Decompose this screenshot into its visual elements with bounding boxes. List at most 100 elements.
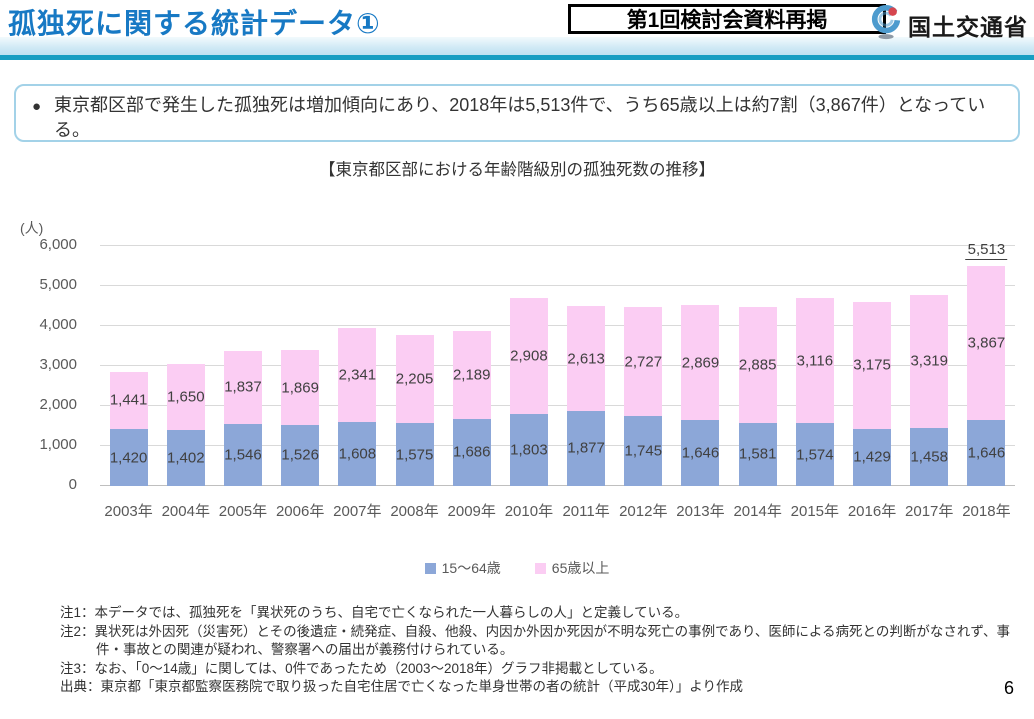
x-tick-label: 2016年 <box>847 503 897 520</box>
bars-container: 1,441 1,420 1,650 1,402 1,837 1,546 1,869 1,526… <box>100 241 1015 486</box>
x-tick-label: 2008年 <box>390 503 439 520</box>
bar-stack: 2,613 1,877 <box>567 306 606 486</box>
bar-value-label: 1,877 <box>567 439 605 457</box>
footnote-line: 件・事故との関連が疑われ、警察署への届出が義務付けられている。 <box>96 642 514 657</box>
x-tick-label: 2010年 <box>504 503 554 520</box>
bar-value-label: 1,574 <box>796 446 834 464</box>
bar-column-2004年: 1,650 1,402 <box>157 246 214 486</box>
bar-segment-65歳以上: 2,205 <box>395 334 434 423</box>
bar-segment-15～64歳: 1,646 <box>967 420 1006 486</box>
ministry-logo: 国土交通省 <box>870 3 1028 46</box>
bar-segment-15～64歳: 1,581 <box>738 422 777 486</box>
bar-segment-65歳以上: 2,869 <box>681 305 720 421</box>
bar-segment-15～64歳: 1,526 <box>281 424 320 486</box>
total-value-label: 5,513 <box>965 241 1008 261</box>
x-tick-label: 2017年 <box>905 503 954 520</box>
y-tick-label: 3,000 <box>39 356 77 373</box>
legend-label: 65歳以上 <box>551 560 610 576</box>
bar-value-label: 1,402 <box>167 449 205 467</box>
x-tick-label: 2012年 <box>619 503 668 520</box>
bar-value-label: 2,885 <box>738 356 777 374</box>
bar-stack: 2,727 1,745 <box>624 307 663 486</box>
bar-column-2018年: 5,513 3,867 1,646 <box>958 241 1015 486</box>
legend-item-15～64歳: 15～64歳 <box>424 558 501 578</box>
bar-value-label: 1,429 <box>853 448 891 466</box>
ministry-name: 国土交通省 <box>908 13 1028 40</box>
bar-stack: 2,908 1,803 <box>509 297 548 486</box>
stacked-bar-chart: (人) 6,000 5,000 4,000 3,000 2,000 1,000 0 1,44… <box>0 212 1034 632</box>
bar-segment-15～64歳: 1,458 <box>910 427 949 486</box>
bar-value-label: 2,908 <box>510 347 548 365</box>
bar-segment-15～64歳: 1,402 <box>166 429 205 486</box>
x-tick-label: 2004年 <box>161 503 210 520</box>
gridline <box>100 245 1015 246</box>
bar-segment-65歳以上: 3,867 <box>967 265 1006 421</box>
bullet-icon: ● <box>32 98 42 115</box>
bar-segment-15～64歳: 1,686 <box>452 418 491 486</box>
bar-value-label: 2,341 <box>338 366 377 384</box>
legend-label: 15～64歳 <box>441 560 501 576</box>
bar-value-label: 1,581 <box>738 445 777 463</box>
x-tick-label: 2011年 <box>562 503 610 520</box>
bar-stack: 2,189 1,686 <box>452 331 491 486</box>
bar-column-2012年: 2,727 1,745 <box>615 246 672 486</box>
summary-sentence: 東京都区部で発生した孤独死は増加傾向にあり、2018年は5,513件で、うち65… <box>54 95 986 140</box>
legend-swatch-icon <box>424 562 436 574</box>
bar-value-label: 1,526 <box>281 446 319 464</box>
x-tick-label: 2013年 <box>676 503 725 520</box>
bar-segment-15～64歳: 1,575 <box>395 423 434 486</box>
reference-badge: 第1回検討会資料再掲 <box>568 4 886 34</box>
header-rule <box>0 55 1034 60</box>
bar-stack: 2,885 1,581 <box>738 307 777 486</box>
footnote-line: 注2：異状死は外因死（災害死）とその後遺症・続発症、自殺、他殺、内因か外因か死因… <box>60 623 1010 639</box>
bar-segment-65歳以上: 2,189 <box>452 331 491 419</box>
bar-segment-15～64歳: 1,546 <box>223 424 262 486</box>
chart-title: 【東京都区部における年齢階級別の孤独死数の推移】 <box>319 161 715 179</box>
bar-stack: 3,116 1,574 <box>795 298 834 486</box>
bar-stack: 1,837 1,546 <box>223 350 262 486</box>
bar-stack: 3,175 1,429 <box>853 301 892 486</box>
y-tick-label: 2,000 <box>39 396 77 413</box>
bar-stack: 1,869 1,526 <box>281 350 320 486</box>
mlit-logo-icon <box>870 3 906 46</box>
gridline <box>100 365 1015 366</box>
bar-column-2010年: 2,908 1,803 <box>500 246 557 486</box>
x-tick-label: 2006年 <box>275 503 325 520</box>
bar-segment-15～64歳: 1,420 <box>109 429 148 486</box>
y-tick-label: 5,000 <box>39 276 77 293</box>
bar-segment-65歳以上: 2,727 <box>624 307 663 417</box>
chart-legend: 15～64歳 65歳以上 <box>0 558 1034 578</box>
bar-value-label: 1,458 <box>910 448 948 466</box>
bar-stack: 1,650 1,402 <box>166 363 205 486</box>
x-tick-label: 2009年 <box>447 503 496 520</box>
bar-value-label: 2,727 <box>624 353 663 371</box>
bar-column-2013年: 2,869 1,646 <box>672 246 729 486</box>
bar-value-label: 3,116 <box>796 352 834 370</box>
header-band <box>0 37 1034 55</box>
x-tick-label: 2007年 <box>333 503 382 520</box>
bar-stack: 1,441 1,420 <box>109 371 148 486</box>
y-axis-unit-label: (人) <box>20 220 44 236</box>
y-tick-label: 6,000 <box>39 236 77 253</box>
bar-segment-65歳以上: 1,441 <box>109 371 148 430</box>
bar-column-2015年: 3,116 1,574 <box>786 246 843 486</box>
page-number: 6 <box>1003 678 1014 698</box>
bar-segment-15～64歳: 1,877 <box>567 410 606 486</box>
bar-column-2006年: 1,869 1,526 <box>272 246 329 486</box>
bar-value-label: 1,869 <box>281 379 319 397</box>
header: 孤独死に関する統計データ① 第1回検討会資料再掲 国土交通省 <box>0 0 1034 64</box>
bar-value-label: 1,686 <box>452 443 491 461</box>
gridline <box>100 325 1015 326</box>
footnote-line: 出典：東京都「東京都監察医務院で取り扱った自宅住居で亡くなった単身世帯の者の統計… <box>60 679 743 694</box>
bar-segment-15～64歳: 1,745 <box>624 416 663 486</box>
bar-column-2007年: 2,341 1,608 <box>329 246 386 486</box>
bar-segment-65歳以上: 3,116 <box>795 298 834 424</box>
bar-column-2014年: 2,885 1,581 <box>729 246 786 486</box>
x-tick-label: 2003年 <box>104 503 153 520</box>
bar-value-label: 1,650 <box>167 388 205 406</box>
x-tick-label: 2014年 <box>733 503 782 520</box>
y-tick-label: 0 <box>68 476 77 493</box>
bar-segment-65歳以上: 1,869 <box>281 350 320 425</box>
x-tick-label: 2018年 <box>962 503 1011 520</box>
bar-stack: 2,205 1,575 <box>395 334 434 486</box>
